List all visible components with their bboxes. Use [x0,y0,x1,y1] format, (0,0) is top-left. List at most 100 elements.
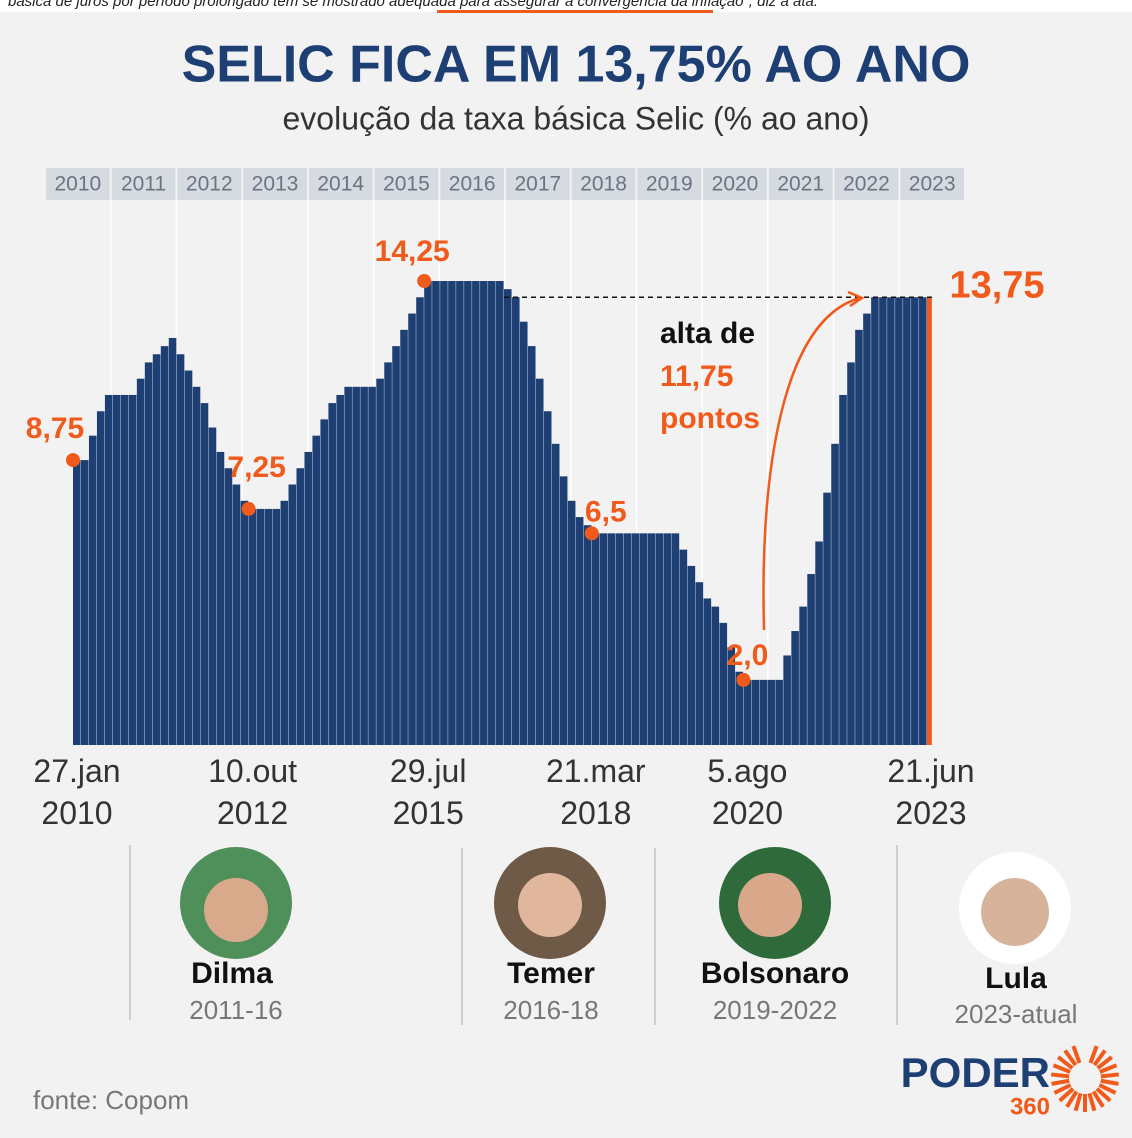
bar [847,362,855,745]
bar [767,680,775,745]
bar [640,533,648,745]
bar [193,387,201,745]
bar [855,330,863,745]
logo-ray [1052,1081,1070,1084]
bar [145,362,153,745]
bar [528,346,536,745]
bar [97,411,105,745]
bar [560,476,568,745]
bar [89,436,97,745]
bar [823,493,831,745]
bar [656,533,664,745]
bar [480,281,488,745]
chart-subtitle: evolução da taxa básica Selic (% ao ano) [282,100,869,136]
president-name: Temer [507,957,595,990]
logo-ray [1101,1074,1119,1076]
bar [496,281,504,745]
bar [241,501,249,745]
annotation-text: 11,75 [660,360,733,393]
top-text: básica de juros por período prolongado t… [8,0,818,10]
bar [464,281,472,745]
x-tick-label: 21.mar 2018 [516,750,676,834]
year-label: 2015 [383,173,430,196]
president-name: Bolsonaro [701,957,849,990]
bar [472,281,480,745]
bar [807,574,815,745]
data-label: 13,75 [949,264,1044,306]
year-label: 2021 [777,173,824,196]
data-label: 8,75 [26,412,84,445]
bar [895,297,903,745]
bar [217,452,225,745]
bar [600,533,608,745]
bar [249,509,257,745]
bar [552,444,560,745]
year-label: 2014 [317,173,364,196]
year-label: 2012 [186,173,233,196]
president-name: Dilma [191,957,273,990]
bar [289,485,297,745]
bar [512,297,520,745]
bar [153,354,161,745]
year-label: 2017 [514,173,561,196]
year-label: 2016 [449,173,496,196]
bar [169,338,177,745]
underline [437,10,713,13]
president-term: 2023-atual [955,999,1078,1029]
bar [648,533,656,745]
bar [927,297,932,745]
bar [352,387,360,745]
bar [281,501,289,745]
annotation-text: alta de [660,317,755,350]
president-term: 2019-2022 [713,995,837,1025]
bar [440,281,448,745]
bar [704,598,712,745]
bar [432,281,440,745]
bar [376,379,384,745]
bar [632,533,640,745]
data-label: 6,5 [585,495,627,528]
logo-name: PODER [901,1049,1050,1096]
bar [672,533,680,745]
bar [312,436,320,745]
bar [161,346,169,745]
bar [879,297,887,745]
year-label: 2018 [580,173,627,196]
x-tick-label: 21.jun 2023 [851,750,1011,834]
photo-face [981,878,1049,946]
bar [320,419,328,745]
bar [448,281,456,745]
logo-number: 360 [1010,1093,1050,1120]
bar [304,452,312,745]
bar [504,289,512,745]
bar [592,533,600,745]
x-tick-label: 5.ago 2020 [667,750,827,834]
bar [201,403,209,745]
bar [759,680,767,745]
bar [105,395,113,745]
bar [209,428,217,745]
president-name: Lula [985,962,1047,995]
bar [568,501,576,745]
data-label: 2,0 [727,639,769,672]
bar [177,354,185,745]
x-tick-label: 29.jul 2015 [348,750,508,834]
point-marker [242,502,256,516]
bar [73,460,81,745]
bar [233,485,241,745]
bar [225,468,233,745]
data-label: 14,25 [375,235,450,268]
year-label: 2011 [121,173,166,196]
logo-ray [1101,1081,1119,1084]
bar [871,297,879,745]
logo-ray [1051,1074,1069,1076]
bar [360,387,368,745]
bar [919,297,927,745]
bar [257,509,265,745]
bar [688,566,696,745]
bar [488,281,496,745]
point-marker [736,673,750,687]
year-label: 2013 [252,173,299,196]
bar [584,525,592,745]
bar [696,582,704,745]
